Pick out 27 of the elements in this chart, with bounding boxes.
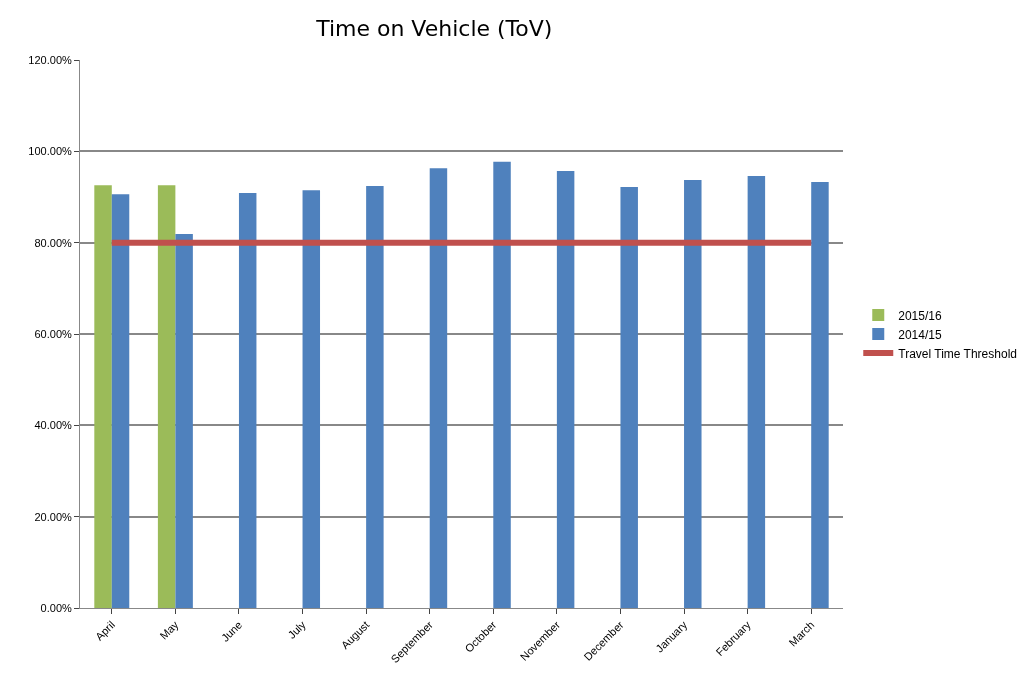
y-tick-label: 100.00% [28, 145, 73, 158]
y-tick-label: 80.00% [34, 236, 73, 249]
bar [684, 180, 702, 608]
bar [238, 192, 257, 608]
bar [157, 185, 176, 608]
x-tick-label: July [285, 618, 309, 641]
bar [175, 233, 193, 608]
bar [302, 190, 321, 608]
bar [366, 186, 384, 608]
x-tick-label: May [157, 618, 182, 642]
bar [429, 168, 448, 608]
legend-label: 2015/16 [898, 308, 942, 323]
bar [111, 194, 130, 608]
bar [747, 175, 766, 608]
bar [811, 181, 829, 608]
y-tick-label: 0.00% [40, 601, 73, 614]
bar [556, 170, 575, 608]
legend-label: 2014/15 [898, 327, 942, 342]
y-tick-label: 40.00% [34, 419, 73, 432]
y-tick-label: 120.00% [28, 53, 73, 66]
bar [620, 186, 638, 608]
bar [493, 161, 511, 608]
y-tick-label: 20.00% [34, 510, 73, 523]
chart-title: Time on Vehicle (ToV) [315, 16, 553, 42]
y-tick-label: 60.00% [34, 327, 73, 340]
bar [94, 185, 112, 608]
legend-label: Travel Time Threshold [898, 346, 1017, 361]
